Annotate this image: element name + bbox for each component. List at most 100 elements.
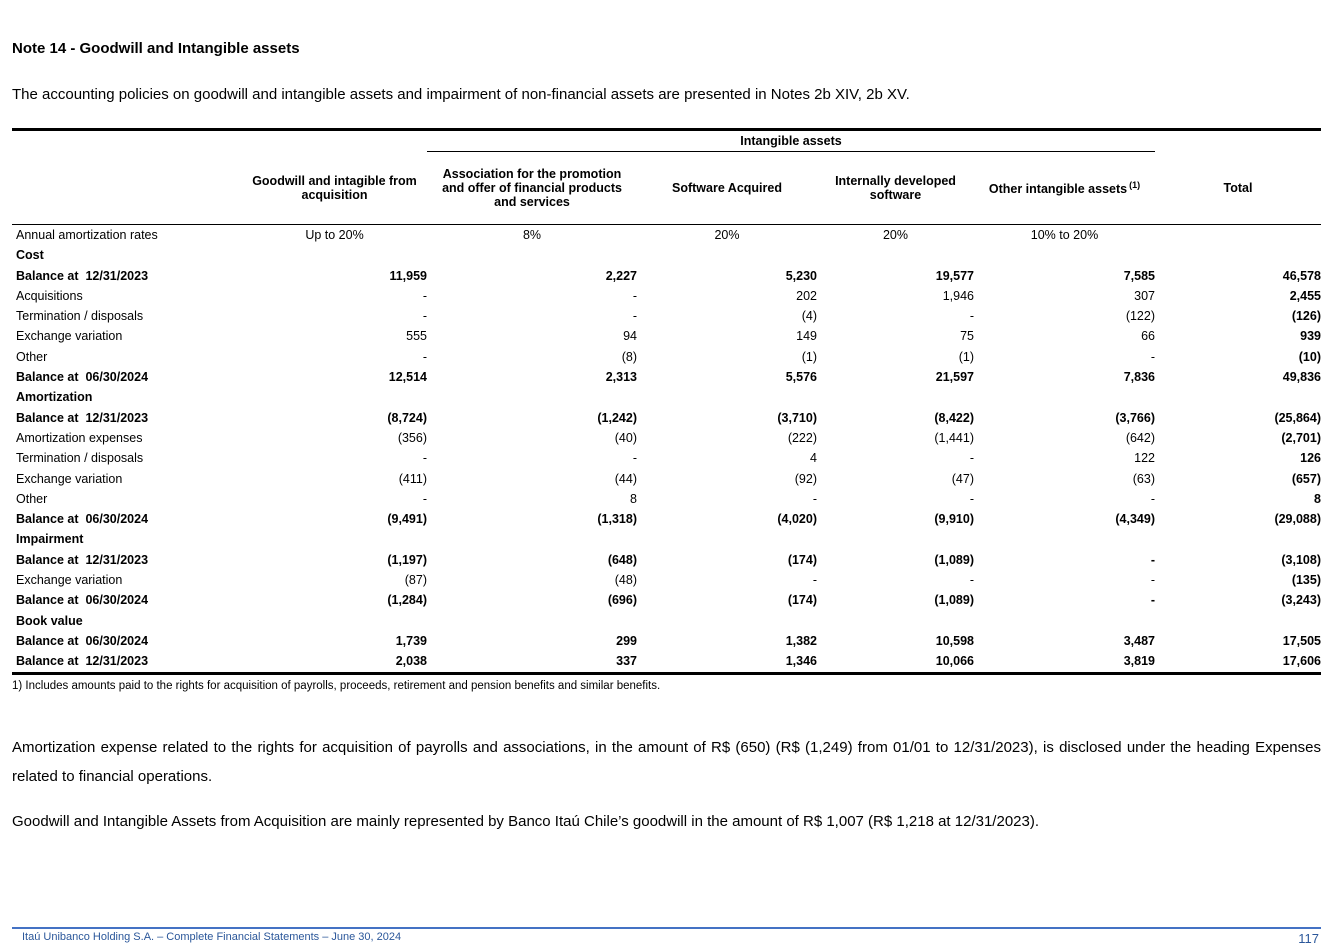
cell-value: 94 bbox=[623, 329, 637, 344]
goodwill-acquisition-paragraph: Goodwill and Intangible Assets from Acqu… bbox=[12, 812, 1040, 830]
cell-value: (222) bbox=[787, 430, 817, 445]
cell-value: (3,243) bbox=[1281, 593, 1321, 608]
cell-value: 126 bbox=[1300, 451, 1321, 466]
cell-value: 46,578 bbox=[1282, 268, 1321, 283]
cell-value: 11,959 bbox=[389, 268, 427, 283]
section-row: Impairment bbox=[12, 529, 1321, 549]
cell-value bbox=[1155, 529, 1321, 549]
cell-value bbox=[974, 611, 1155, 631]
row-label: Termination / disposals bbox=[16, 309, 144, 324]
cell-value: 20% bbox=[882, 228, 909, 242]
cell-value: 5,576 bbox=[785, 370, 817, 385]
cell-value: 2,313 bbox=[605, 370, 637, 385]
cell-value: - bbox=[1150, 349, 1155, 364]
row-label: Balance at 06/30/2024 bbox=[16, 512, 149, 527]
cell-value: (48) bbox=[614, 573, 637, 588]
cell-value: 7,836 bbox=[1123, 370, 1155, 385]
cell-value: (92) bbox=[794, 471, 817, 486]
cell-value: 10,598 bbox=[935, 633, 974, 648]
table-row: Other - (8) (1) (1) - (10) bbox=[12, 347, 1321, 367]
table-row: Balance at 06/30/2024 (1,284) (696) (174) (1… bbox=[12, 590, 1321, 610]
cell-value: 3,819 bbox=[1123, 654, 1155, 669]
footnote-ref-1: (1) bbox=[1129, 179, 1141, 190]
cell-value: 3,487 bbox=[1123, 633, 1155, 648]
cell-value bbox=[817, 529, 974, 549]
cell-value: 8 bbox=[1314, 491, 1321, 506]
cell-value: (8,422) bbox=[934, 410, 974, 425]
cell-value bbox=[637, 387, 817, 407]
cell-value: 7,585 bbox=[1123, 268, 1155, 283]
cell-value bbox=[637, 611, 817, 631]
cell-value: - bbox=[1150, 552, 1155, 567]
cell-value: 307 bbox=[1134, 288, 1155, 303]
row-label: Exchange variation bbox=[16, 329, 123, 344]
cell-value: - bbox=[632, 288, 637, 303]
spacer-cell bbox=[242, 130, 427, 152]
spacer-cell bbox=[12, 130, 242, 152]
table-row: Termination / disposals - - 4 - 122 126 bbox=[12, 448, 1321, 468]
cell-value: (3,710) bbox=[777, 410, 817, 425]
cell-value: (4) bbox=[801, 309, 817, 324]
cell-value: - bbox=[969, 451, 974, 466]
row-label: Book value bbox=[16, 613, 83, 628]
cell-value bbox=[242, 529, 427, 549]
cell-value: 17,606 bbox=[1282, 654, 1321, 669]
col-header-other-intangibles: Other intangible assets (1) bbox=[974, 151, 1155, 225]
cell-value: (1,441) bbox=[934, 430, 974, 445]
cell-value: - bbox=[969, 309, 974, 324]
cell-value: (1,318) bbox=[597, 512, 637, 527]
cell-value: (3,766) bbox=[1115, 410, 1155, 425]
page-title: Note 14 - Goodwill and Intangible assets bbox=[12, 40, 300, 57]
cell-value: (657) bbox=[1291, 471, 1321, 486]
intangible-assets-group-header: Intangible assets bbox=[427, 129, 1155, 152]
cell-value: (122) bbox=[1125, 309, 1155, 324]
col-header-other-label: Other intangible assets bbox=[988, 182, 1128, 197]
cell-value: (87) bbox=[404, 573, 427, 588]
cell-value: 149 bbox=[796, 329, 817, 344]
cell-value: - bbox=[969, 573, 974, 588]
cell-value: 2,038 bbox=[395, 654, 427, 669]
cell-value: (642) bbox=[1125, 430, 1155, 445]
cell-value: - bbox=[422, 288, 427, 303]
cell-value: (25,864) bbox=[1274, 410, 1321, 425]
cell-value: 19,577 bbox=[935, 268, 974, 283]
cell-value: 17,505 bbox=[1282, 633, 1321, 648]
table-row: Exchange variation (411) (44) (92) (47) (63) (… bbox=[12, 469, 1321, 489]
row-label: Acquisitions bbox=[16, 288, 83, 303]
cell-value bbox=[427, 529, 637, 549]
cell-value: - bbox=[1150, 573, 1155, 588]
col-header-software-acquired: Software Acquired bbox=[637, 151, 817, 225]
cell-value bbox=[427, 245, 637, 265]
cell-value bbox=[817, 611, 974, 631]
section-row: Amortization bbox=[12, 387, 1321, 407]
cell-value: 4 bbox=[810, 451, 817, 466]
table-row: Balance at 12/31/2023 (8,724) (1,242) (3,71… bbox=[12, 408, 1321, 428]
cell-value: (44) bbox=[614, 471, 637, 486]
cell-value: (356) bbox=[397, 430, 427, 445]
col-header-internally-developed: Internally developed software bbox=[817, 151, 974, 225]
cell-value: - bbox=[422, 309, 427, 324]
cell-value bbox=[817, 387, 974, 407]
row-label: Balance at 06/30/2024 bbox=[16, 633, 149, 648]
cell-value: (9,491) bbox=[387, 512, 427, 527]
cell-value: 66 bbox=[1141, 329, 1155, 344]
table-row: Balance at 06/30/2024 (9,491) (1,318) (4,02… bbox=[12, 509, 1321, 529]
section-row: Cost bbox=[12, 245, 1321, 265]
cell-value: 5,230 bbox=[785, 268, 817, 283]
cell-value: 299 bbox=[616, 633, 637, 648]
cell-value bbox=[637, 529, 817, 549]
cell-value: (8,724) bbox=[387, 410, 427, 425]
table-row: Balance at 06/30/2024 12,514 2,313 5,576 21,… bbox=[12, 367, 1321, 387]
document-page: Note 14 - Goodwill and Intangible assets… bbox=[12, 40, 1321, 830]
cell-value: - bbox=[422, 349, 427, 364]
table-footnote: 1) Includes amounts paid to the rights f… bbox=[12, 679, 661, 692]
row-label: Balance at 12/31/2023 bbox=[16, 654, 149, 669]
row-label: Annual amortization rates bbox=[16, 228, 158, 242]
cell-value: 1,346 bbox=[785, 654, 817, 669]
section-row: Book value bbox=[12, 611, 1321, 631]
cell-value: 939 bbox=[1300, 329, 1321, 344]
cell-value: (648) bbox=[607, 552, 637, 567]
row-label: Balance at 06/30/2024 bbox=[16, 370, 149, 385]
table-row: Annual amortization rates Up to 20% 8% 20% 2… bbox=[12, 225, 1321, 246]
cell-value: 202 bbox=[796, 288, 817, 303]
